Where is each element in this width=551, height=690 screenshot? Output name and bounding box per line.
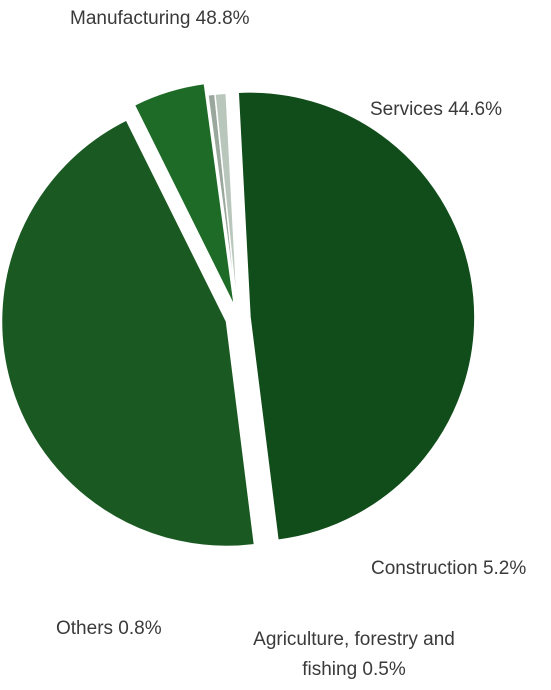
label-manufacturing: Manufacturing 48.8% — [70, 8, 250, 29]
label-services: Services 44.6% — [370, 99, 503, 120]
pie-slice-services — [0, 118, 256, 548]
pie-slice-construction — [133, 82, 236, 307]
label-agriculture: Agriculture, forestry and fishing 0.5% — [253, 629, 455, 681]
label-construction: Construction 5.2% — [371, 558, 527, 579]
label-others: Others 0.8% — [56, 618, 162, 639]
pie-slice-others — [214, 92, 239, 319]
pie-slice-manufacturing — [237, 91, 476, 542]
